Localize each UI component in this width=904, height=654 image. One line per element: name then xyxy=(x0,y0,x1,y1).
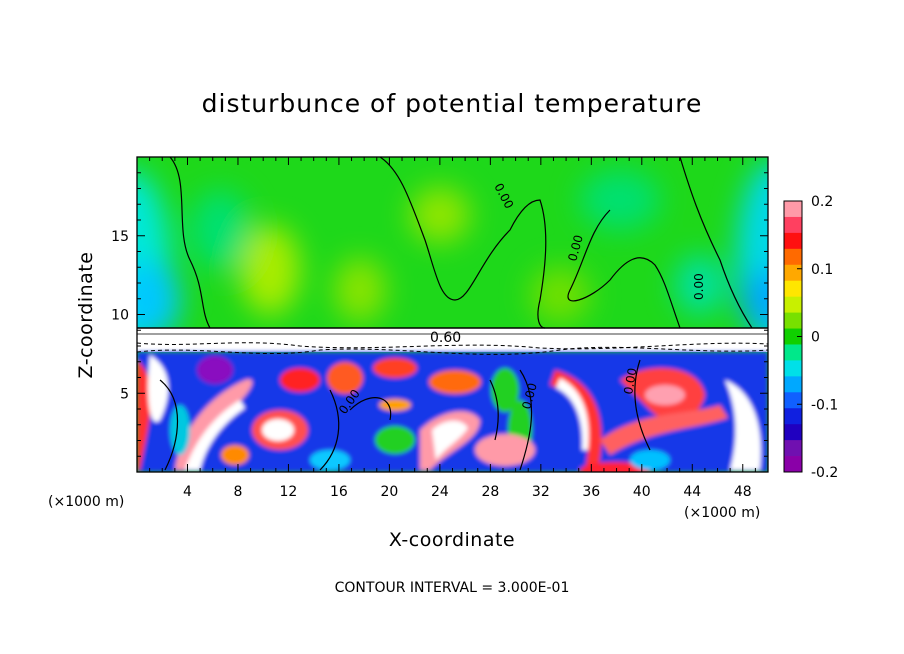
colorbar-tick-label: 0.1 xyxy=(811,262,833,278)
y-tick-label: 15 xyxy=(111,229,129,245)
inversion-band xyxy=(137,328,768,352)
x-tick-label: 12 xyxy=(280,484,298,500)
x-tick-label: 36 xyxy=(582,484,600,500)
contour-label-0.00: 0.00 xyxy=(565,233,585,262)
colorbar-swatch xyxy=(784,456,802,473)
x-tick-label: 8 xyxy=(233,484,242,500)
colorbar-tick-label: -0.1 xyxy=(811,397,838,413)
colorbar-swatch xyxy=(784,376,802,393)
contour-label-0.00: 0.00 xyxy=(692,273,706,300)
x-tick-label: 24 xyxy=(431,484,449,500)
colorbar-tick-label: 0.2 xyxy=(811,194,833,210)
x-axis: 4 8 12 16 20 24 28 32 36 40 44 48 xyxy=(149,157,756,500)
colorbar-tick-label: -0.2 xyxy=(811,465,838,481)
x-tick-label: 44 xyxy=(683,484,701,500)
colorbar-swatch xyxy=(784,248,802,266)
x-tick-label: 4 xyxy=(183,484,192,500)
x-tick-label: 20 xyxy=(380,484,398,500)
colorbar-swatch xyxy=(784,201,802,218)
heatmap-field xyxy=(137,157,768,472)
contour-lines xyxy=(137,157,768,471)
y-tick-label: 10 xyxy=(111,308,129,324)
contour-label-0.00: 0.00 xyxy=(519,381,539,410)
colorbar: 0.2 0.1 0 -0.1 -0.2 xyxy=(783,194,838,481)
colorbar-swatch xyxy=(784,408,802,425)
lower-layer-field xyxy=(137,352,768,472)
y-axis-label: Z-coordinate xyxy=(75,252,97,379)
x-axis-label: X-coordinate xyxy=(389,529,515,551)
colorbar-tick-label: 0 xyxy=(811,330,820,346)
colorbar-swatch xyxy=(784,296,802,313)
y-axis: 5 10 15 xyxy=(111,172,768,457)
colorbar-swatch xyxy=(784,264,802,282)
y-tick-label: 5 xyxy=(120,386,129,402)
chart-title: disturbunce of potential temperature xyxy=(202,89,703,118)
colorbar-swatch xyxy=(784,344,802,361)
colorbar-swatch xyxy=(784,424,802,441)
x-tick-label: 16 xyxy=(330,484,348,500)
colorbar-swatch xyxy=(784,280,802,298)
upper-layer-variation xyxy=(137,161,768,349)
colorbar-swatch xyxy=(784,360,802,377)
colorbar-swatch xyxy=(784,392,802,409)
z-unit-label: (×1000 m) xyxy=(48,494,124,510)
x-tick-label: 48 xyxy=(734,484,752,500)
x-tick-label: 40 xyxy=(633,484,651,500)
contour-interval-note: CONTOUR INTERVAL = 3.000E-01 xyxy=(335,580,570,596)
colorbar-swatch xyxy=(784,440,802,457)
colorbar-swatch xyxy=(784,328,802,345)
colorbar-swatch xyxy=(784,232,802,250)
x-tick-label: 32 xyxy=(532,484,550,500)
colorbar-swatch xyxy=(784,216,802,234)
contour-label-0.60: 0.60 xyxy=(430,330,461,346)
contour-label-0.00: 0.00 xyxy=(621,367,639,396)
x-tick-label: 28 xyxy=(481,484,499,500)
x-unit-label: (×1000 m) xyxy=(684,505,760,521)
colorbar-swatch xyxy=(784,312,802,329)
